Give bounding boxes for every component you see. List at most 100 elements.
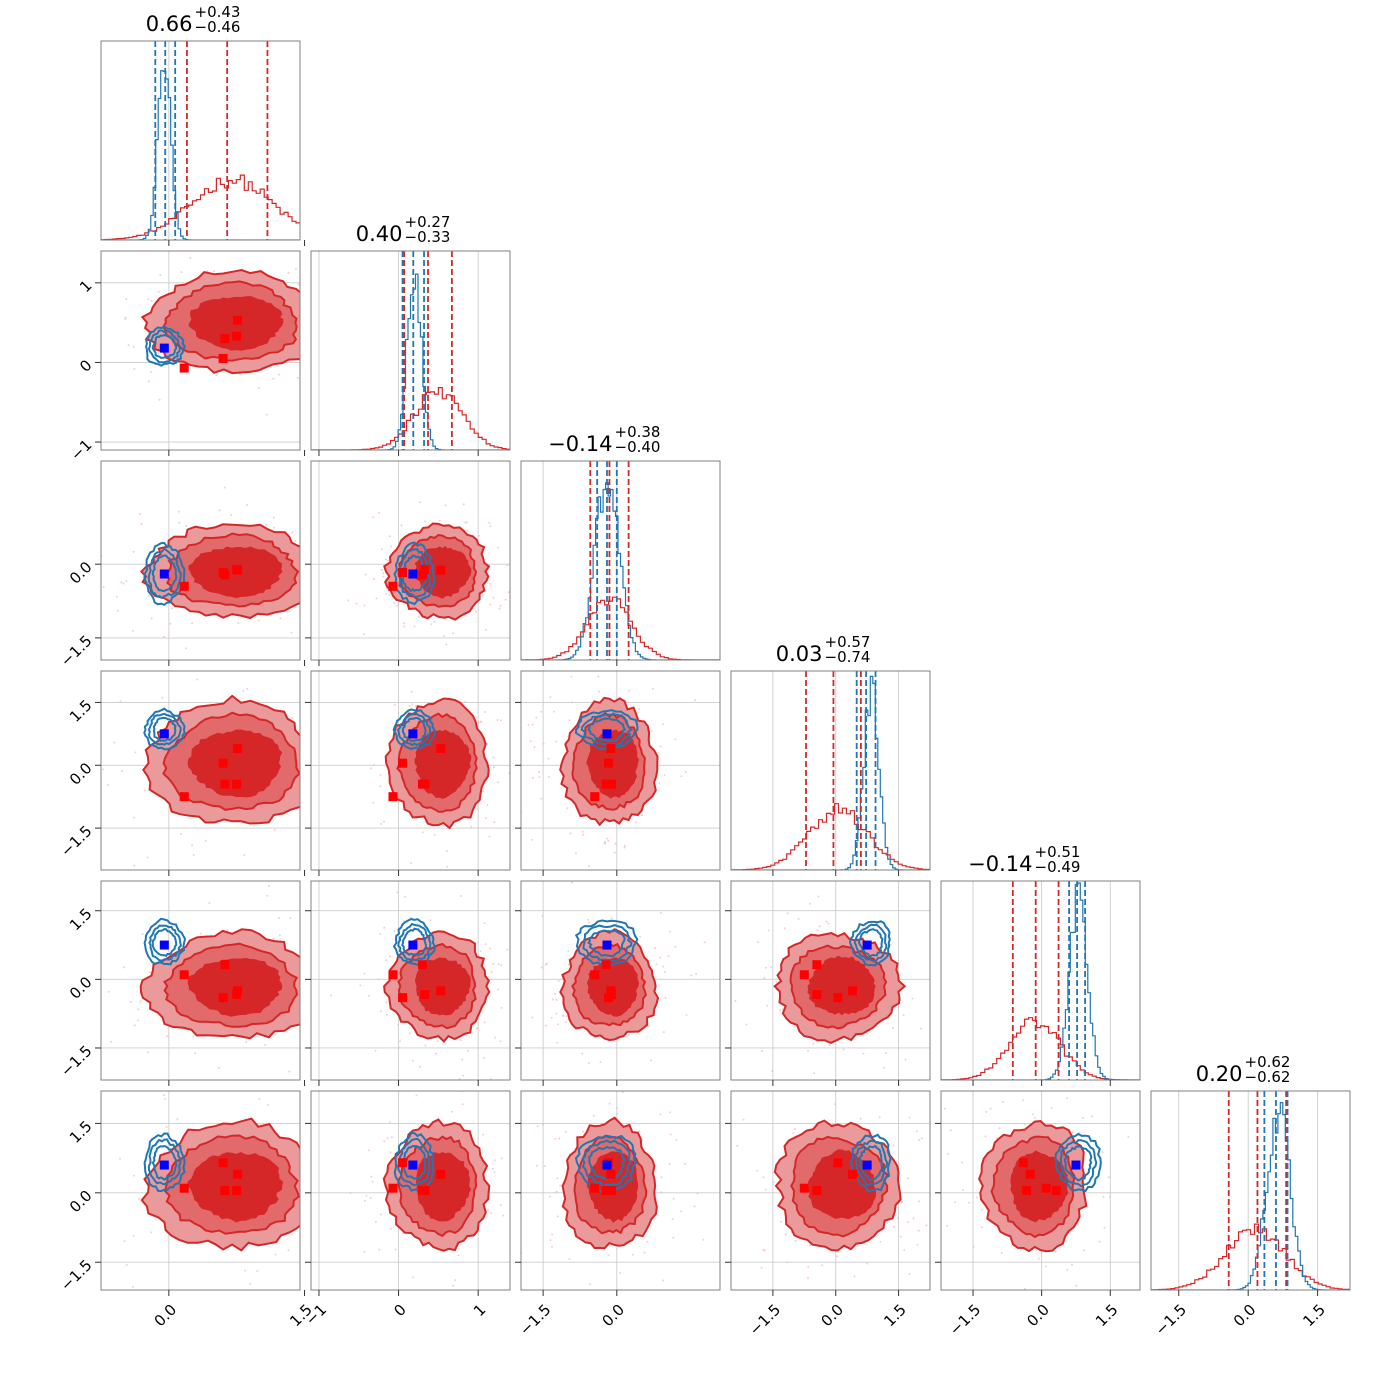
red-contour-inner — [807, 955, 876, 1016]
sample-point — [316, 677, 318, 679]
sample-point — [385, 1013, 388, 1016]
sample-point — [322, 305, 324, 307]
sample-point — [818, 925, 821, 928]
sample-point — [113, 741, 116, 744]
panel-frame — [100, 40, 301, 241]
sample-point — [347, 599, 350, 602]
contour-panel-3-2 — [515, 670, 721, 876]
sample-point — [148, 971, 151, 974]
sample-point — [382, 572, 385, 575]
x-tick-label: −1.5 — [516, 1301, 554, 1339]
y-tick-label: 1.5 — [66, 1117, 96, 1147]
sample-point — [807, 1049, 810, 1052]
sample-point — [79, 1240, 81, 1242]
sample-point — [372, 764, 375, 766]
sample-point — [479, 950, 482, 953]
sample-point — [408, 1032, 411, 1035]
sample-point — [825, 920, 828, 923]
sample-point — [1066, 1097, 1069, 1100]
red-histogram — [311, 387, 510, 450]
sample-point — [150, 300, 153, 302]
panel-title-minus: −0.49 — [1035, 858, 1081, 876]
sample-point — [763, 977, 766, 979]
blue-contour — [151, 928, 178, 958]
sample-point — [343, 762, 345, 764]
red-truth-marker — [232, 989, 242, 999]
sample-point — [792, 1305, 794, 1307]
sample-point — [1091, 1115, 1094, 1118]
sample-point — [132, 1285, 134, 1288]
sample-point — [1022, 1099, 1025, 1102]
sample-point — [297, 283, 300, 286]
red-truth-marker — [417, 570, 427, 580]
sample-point — [628, 689, 631, 692]
sample-point — [1101, 1151, 1104, 1154]
blue-contour — [587, 929, 626, 958]
sample-point — [551, 1233, 554, 1236]
sample-point — [107, 990, 110, 993]
red-truth-marker — [436, 986, 446, 996]
sample-point — [995, 1137, 998, 1140]
blue-truth-marker — [159, 940, 169, 950]
sample-point — [696, 1192, 699, 1195]
sample-point — [968, 1201, 970, 1204]
sample-point — [304, 524, 306, 526]
sample-point — [680, 775, 683, 778]
sample-point — [1050, 1107, 1053, 1109]
sample-point — [512, 706, 514, 708]
sample-point — [672, 1197, 675, 1200]
sample-point — [547, 757, 550, 760]
sample-point — [1071, 1263, 1073, 1266]
sample-point — [415, 1094, 418, 1097]
sample-point — [771, 1070, 774, 1072]
sample-point — [169, 622, 172, 625]
sample-point — [459, 895, 462, 897]
panel-title-plus: +0.38 — [615, 423, 661, 441]
sample-point — [98, 973, 100, 975]
panel-frame — [310, 880, 511, 1081]
sample-point — [290, 631, 293, 634]
sample-point — [160, 1022, 162, 1024]
y-tick-label: 0.0 — [66, 973, 96, 1003]
sample-point — [599, 1061, 602, 1064]
sample-point — [647, 1025, 650, 1028]
sample-point — [516, 1178, 518, 1180]
sample-point — [764, 966, 767, 969]
red-truth-marker — [233, 315, 243, 325]
sample-point — [984, 1135, 987, 1138]
sample-point — [489, 603, 492, 606]
sample-point — [511, 1143, 513, 1145]
sample-point — [388, 593, 391, 596]
blue-contour — [853, 923, 888, 963]
y-tick-label: 0.0 — [66, 1187, 96, 1217]
blue-contour — [152, 716, 177, 742]
blue-truth-marker — [408, 569, 418, 579]
sample-point — [703, 941, 706, 944]
y-tick-label: 0.0 — [66, 759, 96, 789]
sample-point — [378, 511, 381, 514]
sample-point — [258, 1098, 261, 1100]
sample-point — [478, 534, 481, 537]
sample-point — [859, 1117, 862, 1120]
sample-point — [165, 665, 167, 667]
sample-point — [918, 1139, 921, 1141]
sample-point — [616, 1112, 619, 1115]
sample-point — [132, 1174, 135, 1177]
sample-point — [302, 1004, 304, 1006]
sample-point — [598, 690, 600, 693]
red-truth-marker — [388, 581, 398, 591]
sample-point — [606, 837, 609, 840]
sample-point — [159, 274, 162, 276]
sample-point — [326, 569, 328, 571]
panel-frame — [520, 880, 721, 1081]
x-tick-label: −1.5 — [746, 1301, 784, 1339]
sample-point — [375, 543, 377, 545]
sample-point — [597, 675, 600, 678]
sample-point — [917, 1229, 920, 1232]
sample-point — [147, 380, 150, 383]
contour-panel-4-2 — [515, 880, 721, 1086]
sample-point — [374, 1220, 377, 1223]
panel-title-plus: +0.57 — [825, 633, 871, 651]
contour-panel-4-0 — [95, 880, 306, 1086]
panel-frame — [100, 1090, 301, 1291]
